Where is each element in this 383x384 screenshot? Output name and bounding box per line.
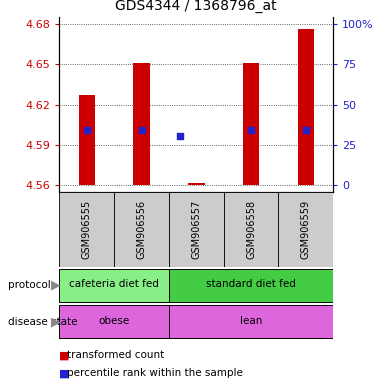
Point (248, 127, 254, 133)
Bar (59, 269, 169, 301)
Text: GSM906558: GSM906558 (246, 200, 256, 259)
Bar (169, 269, 333, 301)
Bar (224, 192, 278, 267)
Point (83, 127, 90, 133)
Bar (133, 63, 150, 185)
Bar (188, 182, 205, 185)
Text: GSM906556: GSM906556 (136, 200, 147, 259)
Bar (59, 192, 114, 267)
Text: ■: ■ (59, 350, 70, 360)
Text: transformed count: transformed count (67, 350, 164, 360)
Text: protocol: protocol (8, 280, 51, 290)
Bar (278, 192, 333, 267)
Bar (114, 192, 169, 267)
Bar (169, 192, 224, 267)
Bar (298, 29, 314, 185)
Text: GSM906557: GSM906557 (191, 200, 201, 259)
Point (303, 127, 309, 133)
Text: cafeteria diet fed: cafeteria diet fed (69, 280, 159, 290)
Text: GSM906559: GSM906559 (301, 200, 311, 259)
Text: ■: ■ (59, 368, 70, 378)
Text: percentile rank within the sample: percentile rank within the sample (67, 368, 243, 378)
Text: lean: lean (240, 316, 262, 326)
Bar (79, 95, 95, 185)
Bar (169, 305, 333, 338)
Bar (243, 63, 259, 185)
Text: ▶: ▶ (51, 315, 61, 328)
Text: obese: obese (98, 316, 130, 326)
Bar (59, 305, 169, 338)
Text: disease state: disease state (8, 316, 77, 327)
Point (139, 127, 145, 133)
Text: ▶: ▶ (51, 279, 61, 291)
Text: standard diet fed: standard diet fed (206, 280, 296, 290)
Title: GDS4344 / 1368796_at: GDS4344 / 1368796_at (116, 0, 277, 13)
Point (177, 132, 183, 139)
Text: GSM906555: GSM906555 (82, 200, 92, 259)
